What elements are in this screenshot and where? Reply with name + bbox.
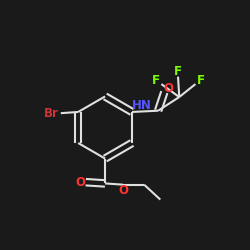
Text: O: O xyxy=(164,82,174,95)
Text: HN: HN xyxy=(132,99,152,112)
Text: O: O xyxy=(75,176,85,189)
Text: F: F xyxy=(197,74,205,87)
Text: Br: Br xyxy=(44,107,59,120)
Text: F: F xyxy=(174,65,182,78)
Text: F: F xyxy=(152,74,160,87)
Text: O: O xyxy=(118,184,128,197)
